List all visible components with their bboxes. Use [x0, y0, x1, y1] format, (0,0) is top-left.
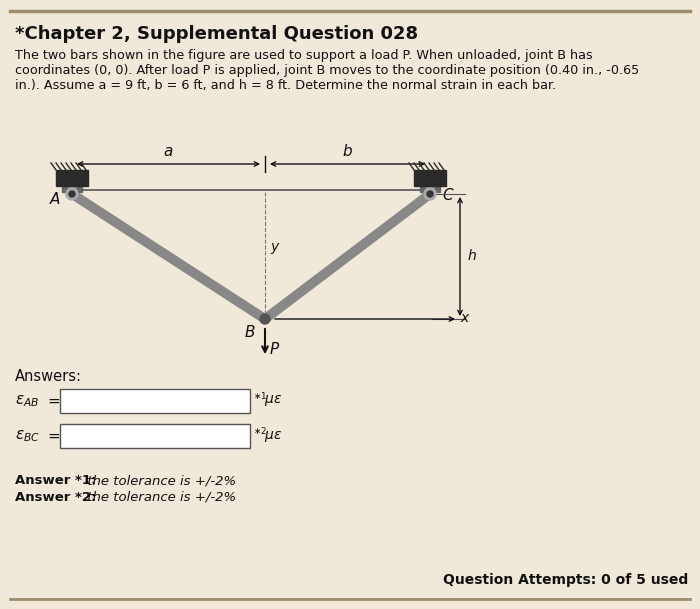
Text: The two bars shown in the figure are used to support a load P. When unloaded, jo: The two bars shown in the figure are use…	[15, 49, 593, 62]
Text: Answer *1:: Answer *1:	[15, 474, 97, 487]
Text: Question Attempts: 0 of 5 used: Question Attempts: 0 of 5 used	[442, 573, 688, 587]
Text: in.). Assume a = 9 ft, b = 6 ft, and h = 8 ft. Determine the normal strain in ea: in.). Assume a = 9 ft, b = 6 ft, and h =…	[15, 79, 557, 92]
Text: $\mu\varepsilon$: $\mu\varepsilon$	[264, 429, 282, 443]
Bar	[56, 170, 88, 186]
Text: C: C	[442, 189, 453, 203]
Text: Answer *2:: Answer *2:	[15, 491, 97, 504]
Text: coordinates (0, 0). After load P is applied, joint B moves to the coordinate pos: coordinates (0, 0). After load P is appl…	[15, 64, 639, 77]
Text: Answers:: Answers:	[15, 369, 82, 384]
Circle shape	[66, 188, 78, 200]
Text: a: a	[164, 144, 173, 159]
Bar	[60, 389, 250, 413]
Text: $\varepsilon_{AB}$: $\varepsilon_{AB}$	[15, 393, 39, 409]
Bar	[426, 186, 434, 194]
Text: P: P	[270, 342, 279, 356]
Text: B: B	[245, 325, 255, 340]
Text: =: =	[47, 393, 60, 409]
Text: $\mu\varepsilon$: $\mu\varepsilon$	[264, 393, 282, 409]
Text: y: y	[270, 239, 279, 253]
Text: =: =	[47, 429, 60, 443]
Circle shape	[69, 191, 75, 197]
Text: $\varepsilon_{BC}$: $\varepsilon_{BC}$	[15, 428, 40, 444]
Text: $^{\ast 2}$: $^{\ast 2}$	[253, 428, 267, 440]
Text: x: x	[460, 311, 468, 325]
Bar	[68, 186, 76, 194]
Circle shape	[260, 314, 270, 324]
Text: the tolerance is +/-2%: the tolerance is +/-2%	[83, 491, 236, 504]
Text: b: b	[343, 144, 352, 159]
Text: *Chapter 2, Supplemental Question 028: *Chapter 2, Supplemental Question 028	[15, 25, 418, 43]
Bar	[62, 182, 82, 192]
Circle shape	[427, 191, 433, 197]
Text: h: h	[468, 250, 477, 264]
Bar	[414, 170, 446, 186]
Text: A: A	[50, 191, 60, 206]
Text: the tolerance is +/-2%: the tolerance is +/-2%	[83, 474, 236, 487]
Circle shape	[424, 188, 436, 200]
Text: $^{\ast 1}$: $^{\ast 1}$	[253, 392, 267, 406]
Bar	[60, 424, 250, 448]
Bar	[420, 182, 440, 192]
